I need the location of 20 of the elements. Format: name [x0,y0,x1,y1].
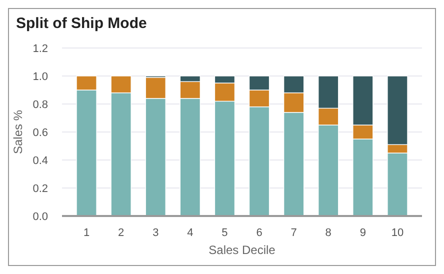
x-axis-title: Sales Decile [208,243,276,257]
x-tick-label: 7 [290,227,297,239]
y-tick-label: 0.4 [32,154,48,167]
x-tick-label: 9 [360,227,366,239]
x-tick-label: 10 [391,227,404,239]
y-tick-label: 0.2 [32,182,48,195]
x-tick-label: 1 [83,227,90,239]
x-tick-label: 3 [152,227,159,239]
x-tick-label: 5 [222,227,228,239]
x-tick-label: 4 [187,227,194,239]
y-tick-label: 1.0 [32,70,48,83]
x-tick-label: 6 [256,227,262,239]
x-tick-label: 2 [118,227,124,239]
y-tick-label: 0.6 [32,126,48,139]
chart-title: Split of Ship Mode [16,15,147,32]
y-tick-label: 0.0 [32,210,48,223]
y-axis-title: Sales % [11,110,25,154]
y-tick-label: 0.8 [32,98,48,111]
y-tick-label: 1.2 [32,42,48,55]
x-tick-label: 8 [325,227,332,239]
